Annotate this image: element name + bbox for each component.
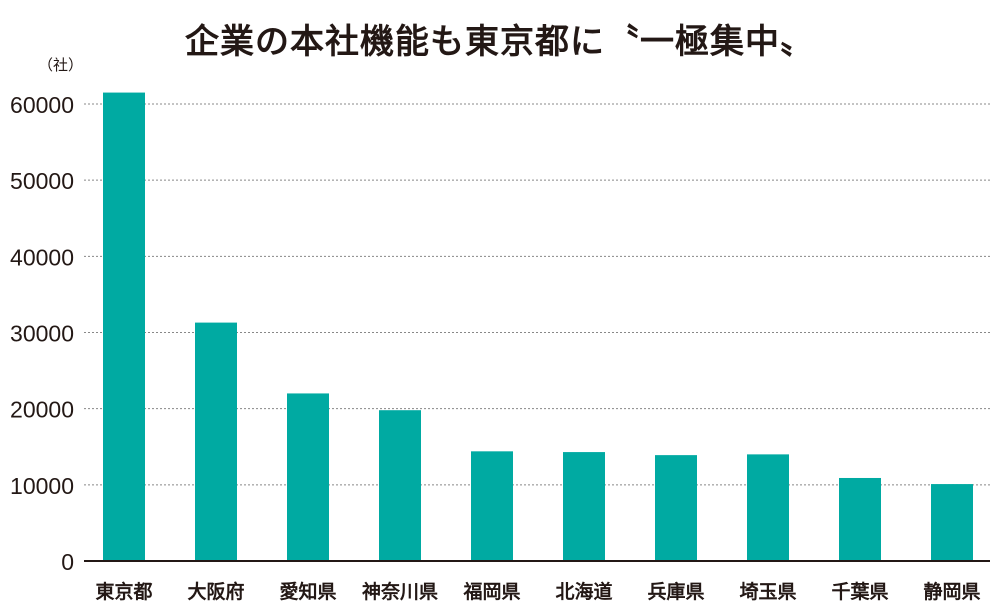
x-tick-label: 北海道 xyxy=(555,580,612,603)
bar xyxy=(839,477,881,561)
x-tick-label: 福岡県 xyxy=(462,580,520,603)
y-tick-label: 20000 xyxy=(10,397,74,423)
x-tick-label: 静岡県 xyxy=(923,580,980,603)
x-tick-label: 大阪府 xyxy=(187,580,244,603)
x-tick-label: 神奈川県 xyxy=(362,580,438,603)
bar xyxy=(471,451,513,561)
y-tick-label: 60000 xyxy=(10,92,74,118)
bar xyxy=(195,322,237,561)
x-tick-label: 兵庫県 xyxy=(647,580,704,603)
bar xyxy=(379,410,421,561)
y-tick-label: 50000 xyxy=(10,168,74,194)
bar xyxy=(747,454,789,561)
y-tick-label: 10000 xyxy=(10,473,74,499)
x-tick-label: 千葉県 xyxy=(831,581,888,603)
x-tick-label: 埼玉県 xyxy=(739,580,796,603)
x-tick-label: 愛知県 xyxy=(279,580,336,603)
y-tick-label: 0 xyxy=(61,549,74,575)
chart-title: 企業の本社機能も東京都に〝一極集中〟 xyxy=(185,22,815,62)
bar xyxy=(287,393,329,561)
bar xyxy=(931,484,973,561)
x-tick-label: 東京都 xyxy=(95,580,152,603)
y-tick-label: 30000 xyxy=(10,321,74,347)
y-tick-label: 40000 xyxy=(10,244,74,270)
bar xyxy=(103,92,145,561)
y-axis-unit-label: （社） xyxy=(38,56,84,74)
bar xyxy=(655,455,697,561)
bar xyxy=(563,452,605,561)
